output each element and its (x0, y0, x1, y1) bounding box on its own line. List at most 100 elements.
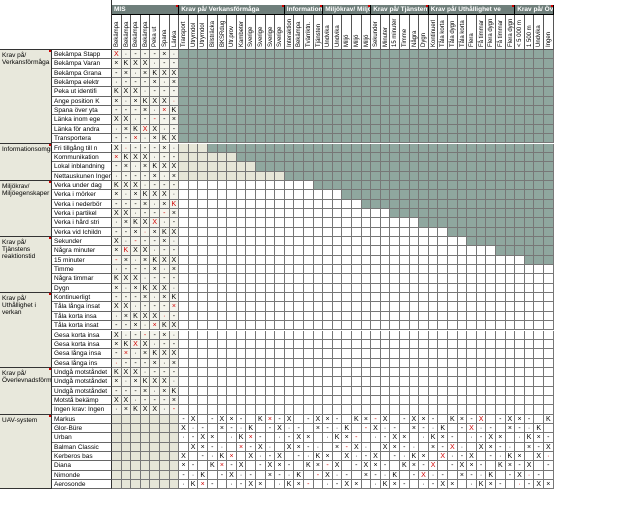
matrix-cell[interactable] (313, 59, 324, 69)
matrix-cell[interactable] (515, 171, 525, 181)
matrix-cell[interactable] (227, 171, 237, 181)
matrix-cell[interactable] (515, 218, 525, 228)
matrix-cell[interactable] (400, 152, 410, 163)
matrix-cell[interactable] (524, 78, 535, 88)
matrix-cell[interactable] (371, 265, 381, 275)
matrix-cell[interactable] (361, 162, 372, 172)
matrix-cell[interactable]: - (131, 330, 141, 340)
matrix-cell[interactable] (361, 246, 372, 256)
matrix-cell[interactable] (284, 274, 295, 284)
matrix-cell[interactable]: - (169, 339, 180, 350)
matrix-cell[interactable] (380, 367, 391, 378)
matrix-cell[interactable] (256, 311, 266, 322)
matrix-cell[interactable] (188, 96, 199, 107)
matrix-cell[interactable] (428, 162, 439, 172)
matrix-cell[interactable] (505, 115, 516, 125)
matrix-cell[interactable] (448, 218, 458, 228)
column-label[interactable]: Bekämpa (294, 15, 304, 50)
matrix-cell[interactable] (313, 433, 324, 443)
matrix-cell[interactable]: K (169, 386, 180, 396)
matrix-cell[interactable] (467, 208, 477, 219)
matrix-cell[interactable] (361, 59, 372, 69)
matrix-cell[interactable] (476, 255, 487, 266)
matrix-cell[interactable] (208, 87, 218, 97)
matrix-cell[interactable] (294, 180, 304, 191)
matrix-cell[interactable] (217, 367, 228, 378)
matrix-cell[interactable]: X (380, 414, 391, 424)
matrix-cell[interactable] (294, 199, 304, 209)
matrix-cell[interactable] (496, 405, 506, 415)
matrix-cell[interactable] (515, 134, 525, 144)
matrix-cell[interactable] (515, 274, 525, 284)
matrix-cell[interactable] (246, 283, 256, 294)
matrix-cell[interactable]: - (121, 293, 132, 303)
matrix-cell[interactable] (515, 143, 525, 153)
matrix-cell[interactable] (400, 293, 410, 303)
matrix-cell[interactable] (419, 302, 429, 312)
matrix-cell[interactable] (323, 227, 333, 237)
matrix-cell[interactable] (486, 330, 496, 340)
matrix-cell[interactable]: · (121, 237, 132, 247)
matrix-cell[interactable] (515, 190, 525, 200)
matrix-cell[interactable]: X (380, 442, 391, 453)
matrix-cell[interactable] (112, 442, 122, 453)
matrix-cell[interactable]: - (140, 358, 151, 368)
matrix-cell[interactable]: K (246, 424, 256, 434)
matrix-cell[interactable] (467, 68, 477, 79)
column-label[interactable]: Bekämpa (140, 15, 151, 50)
matrix-cell[interactable] (352, 349, 362, 359)
matrix-cell[interactable] (544, 302, 554, 312)
matrix-cell[interactable]: X (160, 162, 170, 172)
matrix-cell[interactable] (371, 246, 381, 256)
matrix-cell[interactable] (457, 293, 468, 303)
matrix-cell[interactable] (208, 377, 218, 387)
matrix-cell[interactable]: - (131, 106, 141, 116)
matrix-cell[interactable] (428, 367, 439, 378)
matrix-cell[interactable]: - (131, 50, 141, 60)
matrix-cell[interactable] (390, 152, 400, 163)
matrix-cell[interactable] (457, 237, 468, 247)
matrix-cell[interactable]: × (169, 302, 180, 312)
matrix-cell[interactable] (208, 180, 218, 191)
matrix-cell[interactable] (217, 246, 228, 256)
matrix-cell[interactable] (208, 78, 218, 88)
matrix-cell[interactable] (198, 124, 208, 135)
matrix-cell[interactable] (409, 302, 420, 312)
matrix-cell[interactable] (438, 227, 448, 237)
matrix-cell[interactable] (448, 68, 458, 79)
matrix-cell[interactable] (524, 405, 535, 415)
matrix-cell[interactable] (323, 59, 333, 69)
matrix-cell[interactable] (534, 255, 544, 266)
matrix-cell[interactable] (496, 265, 506, 275)
matrix-cell[interactable] (352, 367, 362, 378)
matrix-cell[interactable] (409, 180, 420, 191)
matrix-cell[interactable] (179, 442, 189, 453)
matrix-cell[interactable]: · (112, 358, 122, 368)
matrix-cell[interactable] (380, 395, 391, 406)
matrix-cell[interactable] (198, 162, 208, 172)
matrix-cell[interactable]: × (496, 433, 506, 443)
matrix-cell[interactable] (361, 87, 372, 97)
matrix-cell[interactable]: × (294, 480, 304, 490)
matrix-cell[interactable] (467, 321, 477, 331)
matrix-cell[interactable]: · (323, 480, 333, 490)
matrix-cell[interactable]: · (131, 208, 141, 219)
matrix-cell[interactable]: · (112, 171, 122, 181)
matrix-cell[interactable] (304, 330, 314, 340)
matrix-cell[interactable] (256, 68, 266, 79)
matrix-cell[interactable] (409, 78, 420, 88)
matrix-cell[interactable]: × (198, 442, 208, 453)
matrix-cell[interactable] (160, 442, 170, 453)
column-label[interactable]: Miljö (361, 15, 372, 50)
row-label[interactable]: Gesa korta insa (52, 339, 112, 350)
matrix-cell[interactable]: X (112, 115, 122, 125)
matrix-cell[interactable] (236, 321, 247, 331)
matrix-cell[interactable]: X (371, 452, 381, 462)
row-label[interactable]: Gesa korta insa (52, 330, 112, 340)
matrix-cell[interactable] (496, 124, 506, 135)
matrix-cell[interactable] (428, 115, 439, 125)
matrix-cell[interactable] (438, 358, 448, 368)
matrix-cell[interactable] (265, 255, 276, 266)
matrix-cell[interactable]: × (160, 237, 170, 247)
matrix-cell[interactable] (496, 311, 506, 322)
